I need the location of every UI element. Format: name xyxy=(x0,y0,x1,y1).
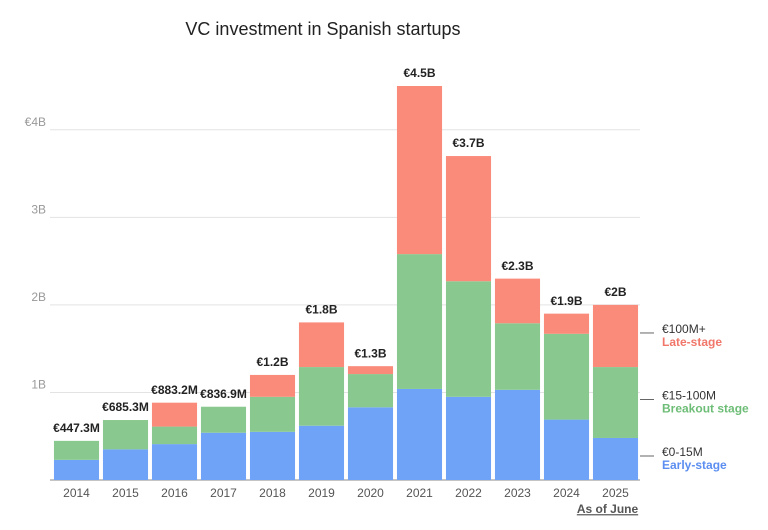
bar-segment xyxy=(298,425,345,480)
y-tick-label: 1B xyxy=(31,378,46,392)
bar-segment xyxy=(494,278,541,324)
x-tick-label: 2020 xyxy=(357,486,384,500)
chart-title: VC investment in Spanish startups xyxy=(185,19,460,39)
bar-segment xyxy=(445,156,492,282)
bar-total-label: €836.9M xyxy=(200,387,247,401)
legend-name: €0-15M xyxy=(662,445,703,459)
bar-total-label: €1.2B xyxy=(256,355,288,369)
bar-segment xyxy=(592,367,639,438)
x-note: As of June xyxy=(577,502,639,516)
x-tick-label: 2018 xyxy=(259,486,286,500)
y-tick-label: 2B xyxy=(31,290,46,304)
bar-segment xyxy=(102,420,149,450)
bar-segment xyxy=(494,389,541,480)
bar-segment xyxy=(151,426,198,445)
x-tick-label: 2023 xyxy=(504,486,531,500)
x-tick-label: 2017 xyxy=(210,486,237,500)
x-tick-label: 2022 xyxy=(455,486,482,500)
bar-total-label: €447.3M xyxy=(53,421,100,435)
x-tick-label: 2014 xyxy=(63,486,90,500)
bar-segment xyxy=(347,407,394,480)
bar-segment xyxy=(396,86,443,255)
bar-segment xyxy=(249,431,296,480)
bar-segment xyxy=(249,396,296,432)
legend-label: Late-stage xyxy=(662,335,722,349)
bar-segment xyxy=(543,313,590,334)
bar-total-label: €3.7B xyxy=(452,136,484,150)
bar-total-label: €2B xyxy=(604,285,626,299)
bar-segment xyxy=(298,322,345,368)
bar-segment xyxy=(396,388,443,480)
bar-segment xyxy=(543,419,590,480)
y-tick-label: 3B xyxy=(31,203,46,217)
legend-name: €100M+ xyxy=(662,322,706,336)
x-tick-label: 2015 xyxy=(112,486,139,500)
bar-total-label: €4.5B xyxy=(403,66,435,80)
x-tick-label: 2024 xyxy=(553,486,580,500)
bar-segment xyxy=(396,254,443,389)
bar-segment xyxy=(249,374,296,397)
legend-label: Breakout stage xyxy=(662,402,749,416)
x-tick-label: 2019 xyxy=(308,486,335,500)
bar-segment xyxy=(53,459,100,480)
bar-segment xyxy=(445,396,492,480)
bar-total-label: €1.3B xyxy=(354,346,386,360)
x-tick-label: 2021 xyxy=(406,486,433,500)
x-tick-label: 2025 xyxy=(602,486,629,500)
bar-segment xyxy=(200,432,247,480)
bar-segment xyxy=(347,374,394,408)
bar-segment xyxy=(445,281,492,397)
bar-total-label: €1.8B xyxy=(305,303,337,317)
bar-total-label: €1.9B xyxy=(550,294,582,308)
bar-segment xyxy=(102,449,149,480)
bar-segment xyxy=(592,437,639,480)
bar-segment xyxy=(298,367,345,426)
bar-total-label: €883.2M xyxy=(151,383,198,397)
x-tick-label: 2016 xyxy=(161,486,188,500)
legend-label: Early-stage xyxy=(662,458,727,472)
bar-segment xyxy=(347,366,394,375)
bar-total-label: €685.3M xyxy=(102,400,149,414)
bar-segment xyxy=(151,402,198,427)
y-tick-label: €4B xyxy=(25,115,46,129)
bar-segment xyxy=(53,440,100,460)
bar-segment xyxy=(543,333,590,420)
bar-total-label: €2.3B xyxy=(501,259,533,273)
bar-segment xyxy=(151,444,198,480)
bar-segment xyxy=(592,304,639,368)
bar-segment xyxy=(200,406,247,433)
bar-segment xyxy=(494,323,541,390)
legend-name: €15-100M xyxy=(662,389,716,403)
